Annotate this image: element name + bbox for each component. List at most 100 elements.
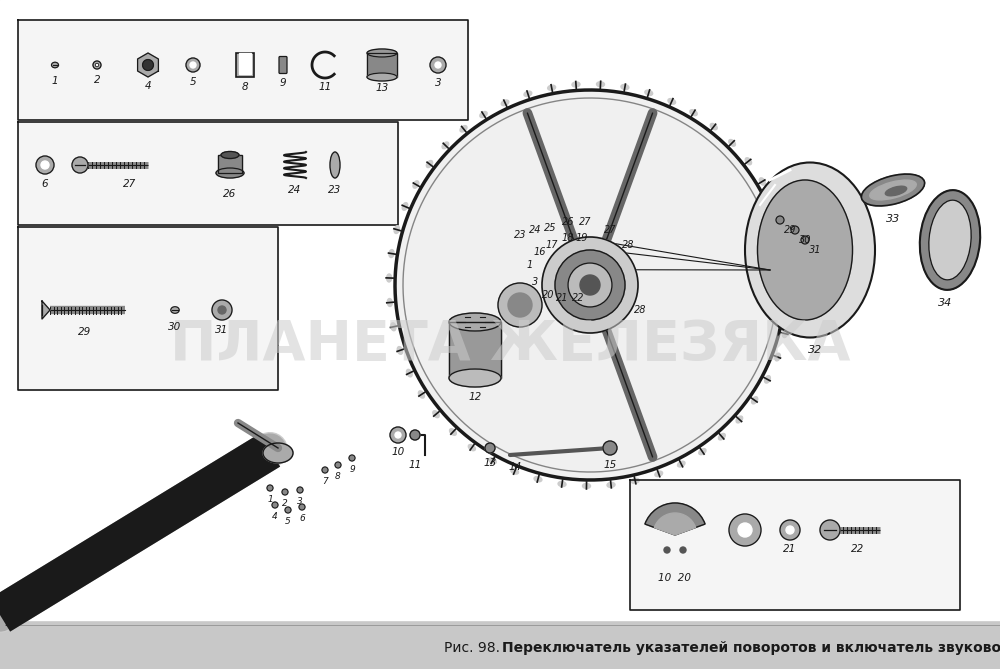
Text: 1: 1 xyxy=(527,260,533,270)
Ellipse shape xyxy=(387,274,392,282)
Text: 32: 32 xyxy=(808,345,822,355)
Circle shape xyxy=(186,58,200,72)
Circle shape xyxy=(282,489,288,495)
Circle shape xyxy=(72,157,88,173)
Wedge shape xyxy=(645,503,705,535)
Ellipse shape xyxy=(460,126,467,132)
Text: 29: 29 xyxy=(78,327,92,337)
Text: Переключатель указателей поворотов и включатель звукового сигнала.: Переключатель указателей поворотов и вкл… xyxy=(502,641,1000,655)
Ellipse shape xyxy=(782,330,788,338)
Circle shape xyxy=(801,236,809,244)
Ellipse shape xyxy=(920,190,980,290)
Ellipse shape xyxy=(788,281,794,289)
Text: 9: 9 xyxy=(280,78,286,88)
Circle shape xyxy=(221,309,223,311)
Polygon shape xyxy=(395,90,785,480)
Ellipse shape xyxy=(745,163,875,337)
Ellipse shape xyxy=(780,222,785,230)
Text: 28: 28 xyxy=(622,240,634,250)
Circle shape xyxy=(95,63,99,67)
Ellipse shape xyxy=(785,246,791,254)
Ellipse shape xyxy=(582,484,590,488)
Text: 3: 3 xyxy=(297,497,303,506)
FancyBboxPatch shape xyxy=(279,56,287,74)
Circle shape xyxy=(93,61,101,69)
Ellipse shape xyxy=(548,85,556,90)
Text: 24: 24 xyxy=(529,225,541,235)
Circle shape xyxy=(299,504,305,510)
Ellipse shape xyxy=(771,199,776,207)
Ellipse shape xyxy=(418,391,424,398)
Ellipse shape xyxy=(406,369,412,377)
Bar xyxy=(630,480,960,610)
Text: 21: 21 xyxy=(783,544,797,554)
Ellipse shape xyxy=(759,178,765,185)
Text: 30: 30 xyxy=(799,235,811,245)
Text: 2: 2 xyxy=(94,75,100,85)
Circle shape xyxy=(555,250,625,320)
Text: 15: 15 xyxy=(603,460,617,470)
Ellipse shape xyxy=(621,84,629,90)
Ellipse shape xyxy=(433,411,439,417)
Text: 14: 14 xyxy=(508,462,522,472)
Ellipse shape xyxy=(402,203,408,210)
Circle shape xyxy=(729,514,761,546)
Ellipse shape xyxy=(442,142,449,149)
Text: 3: 3 xyxy=(532,277,538,287)
Ellipse shape xyxy=(221,151,239,159)
Ellipse shape xyxy=(397,347,403,355)
Circle shape xyxy=(218,306,226,314)
Text: 31: 31 xyxy=(215,325,229,335)
Circle shape xyxy=(508,293,532,317)
Circle shape xyxy=(349,455,355,461)
Text: 30: 30 xyxy=(168,322,182,332)
Ellipse shape xyxy=(870,180,916,200)
Ellipse shape xyxy=(729,140,735,147)
Circle shape xyxy=(322,467,328,473)
Text: 10  20: 10 20 xyxy=(658,573,692,583)
Ellipse shape xyxy=(745,158,752,165)
Text: 25: 25 xyxy=(544,223,556,233)
Wedge shape xyxy=(654,513,696,535)
Ellipse shape xyxy=(394,225,399,233)
Text: 19: 19 xyxy=(576,233,588,243)
Ellipse shape xyxy=(489,458,496,464)
Bar xyxy=(218,155,242,173)
Ellipse shape xyxy=(534,476,542,482)
Ellipse shape xyxy=(690,110,697,116)
Ellipse shape xyxy=(607,482,615,488)
Ellipse shape xyxy=(511,468,519,474)
Text: 28: 28 xyxy=(634,305,646,315)
Bar xyxy=(18,20,468,120)
Circle shape xyxy=(395,432,401,438)
Text: ПЛАНЕТА ЖЕЛЕЗЯКА: ПЛАНЕТА ЖЕЛЕЗЯКА xyxy=(170,318,850,372)
Ellipse shape xyxy=(558,482,566,486)
Ellipse shape xyxy=(861,174,925,206)
Ellipse shape xyxy=(263,443,293,463)
Ellipse shape xyxy=(710,124,717,130)
Text: 16: 16 xyxy=(534,247,546,257)
Text: 9: 9 xyxy=(349,465,355,474)
Text: 27: 27 xyxy=(579,217,591,227)
Text: 27: 27 xyxy=(604,225,616,235)
Ellipse shape xyxy=(449,369,501,387)
Text: 1: 1 xyxy=(267,495,273,504)
Circle shape xyxy=(285,507,291,513)
Text: 33: 33 xyxy=(886,214,900,224)
Ellipse shape xyxy=(645,90,653,96)
Circle shape xyxy=(791,226,799,234)
Text: 3: 3 xyxy=(435,78,441,88)
Ellipse shape xyxy=(597,82,605,87)
Text: 5: 5 xyxy=(190,77,196,87)
Circle shape xyxy=(820,520,840,540)
Circle shape xyxy=(776,216,784,224)
Circle shape xyxy=(41,161,49,169)
Circle shape xyxy=(297,487,303,493)
Text: 21: 21 xyxy=(556,293,568,303)
Ellipse shape xyxy=(788,270,793,278)
Text: 24: 24 xyxy=(288,185,302,195)
Ellipse shape xyxy=(389,250,394,258)
Ellipse shape xyxy=(391,323,396,330)
Text: 11: 11 xyxy=(408,460,422,470)
Text: 7: 7 xyxy=(322,477,328,486)
